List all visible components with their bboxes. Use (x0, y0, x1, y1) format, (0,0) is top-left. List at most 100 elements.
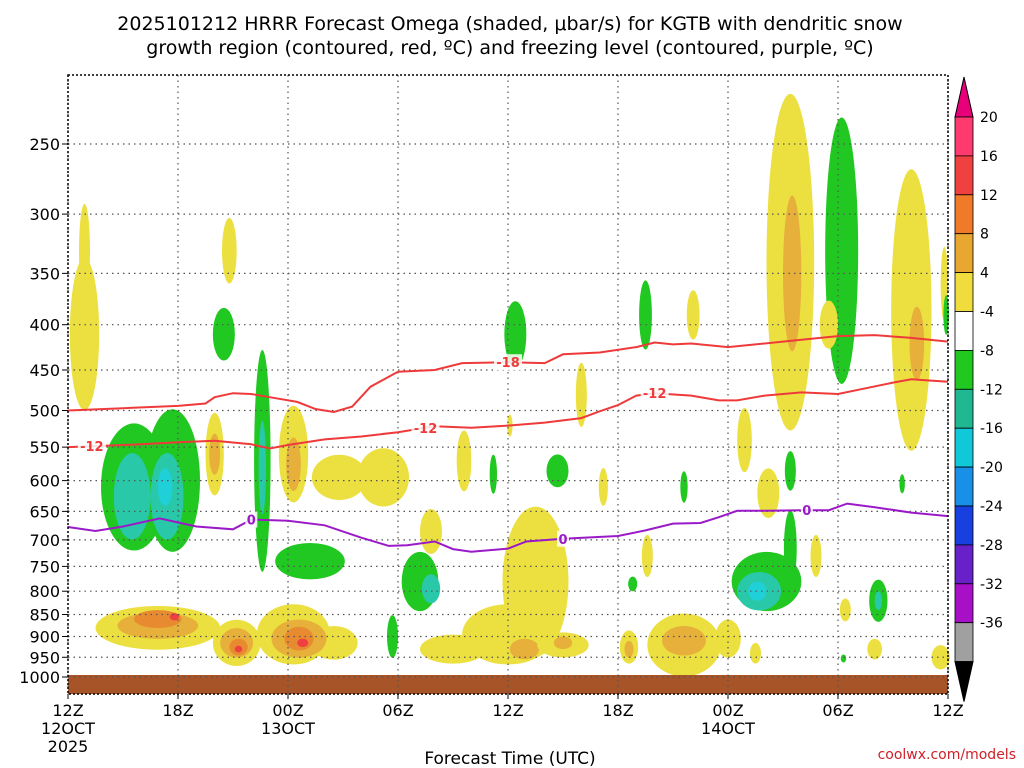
colorbar-label: 20 (980, 110, 998, 126)
x-tick-label: 2025 (48, 737, 89, 756)
freezing-label-1-bg (245, 511, 258, 528)
omega-shade-gold (509, 638, 540, 660)
omega-shade-yellow (757, 468, 780, 519)
colorbar-swatch (954, 233, 974, 273)
omega-shade-teal (421, 574, 441, 604)
dgz-lower-label-2: -12 (414, 422, 438, 437)
omega-shade-yellow (867, 638, 883, 660)
y-tick-label: 950 (29, 648, 60, 667)
omega-shade-cyan (157, 468, 173, 506)
colorbar-swatch (954, 272, 974, 312)
x-tick-label: 06Z (822, 701, 853, 720)
omega-shade-gold (909, 306, 925, 381)
colorbar-label: 4 (980, 266, 989, 282)
colorbar-swatch (954, 311, 974, 351)
plot-area: -18 -12 -12 -12 0 0 0 (67, 74, 950, 695)
colorbar-swatch (954, 466, 974, 507)
omega-shade-yellow (641, 534, 653, 578)
freezing-label-1: 0 (247, 514, 256, 529)
x-tick-label: 18Z (602, 701, 633, 720)
dgz-lower-label-3: -12 (643, 387, 667, 402)
colorbar-swatch (954, 544, 974, 585)
x-tick-label: 12Z (492, 701, 523, 720)
y-tick-label: 650 (29, 502, 60, 521)
dgz-lower-contour (67, 378, 949, 450)
freezing-label-2-bg (557, 530, 569, 547)
freezing-label-3: 0 (802, 504, 811, 519)
omega-shade-yellow (311, 454, 367, 501)
dgz-lower-label-2-bg (411, 419, 440, 436)
x-tick-label: 14OCT (701, 719, 755, 738)
y-tick-label: 250 (29, 135, 60, 154)
y-tick-label: 450 (29, 361, 60, 380)
colorbar-swatch (954, 388, 974, 429)
colorbar-label: -28 (980, 538, 1003, 554)
omega-shade-yellow (79, 203, 90, 298)
dgz-lower-label-1: -12 (80, 440, 104, 455)
omega-shade-yellow (357, 448, 410, 507)
x-tick-label: 12OCT (41, 719, 95, 738)
y-tick-label: 850 (29, 606, 60, 625)
omega-shade-green (489, 454, 498, 494)
omega-shade-green (899, 474, 905, 494)
colorbar-label: -16 (980, 421, 1003, 437)
colorbar-label: -36 (980, 616, 1003, 632)
y-tick-label: 400 (29, 316, 60, 335)
x-tick-label: 00Z (272, 701, 303, 720)
dgz-upper-label-bg (494, 354, 522, 371)
freezing-label-3-bg (800, 502, 813, 519)
omega-shade-yellow (810, 534, 822, 578)
omega-shade-teal (874, 591, 882, 611)
omega-shade-yellow (715, 619, 741, 658)
y-tick-label: 500 (29, 402, 60, 421)
colorbar-swatch (954, 427, 974, 468)
y-tick-label: 350 (29, 264, 60, 283)
y-tick-label: 550 (29, 438, 60, 457)
dgz-upper-contour (67, 334, 949, 414)
omega-shade-gold (624, 640, 634, 658)
chart-title-line-1: 2025101212 HRRR Forecast Omega (shaded, … (117, 13, 902, 35)
omega-shade-green (639, 280, 652, 350)
x-tick-label: 18Z (162, 701, 193, 720)
plot-frame (67, 74, 949, 695)
omega-shade-yellow (575, 362, 587, 427)
omega-shade-yellow (222, 218, 237, 284)
omega-shade-yellow (686, 290, 700, 340)
colorbar-label: 16 (980, 149, 998, 165)
y-tick-label: 900 (29, 627, 60, 646)
y-tick-label: 700 (29, 531, 60, 550)
ground-surface (68, 675, 948, 694)
omega-shade-gold (209, 433, 221, 475)
y-tick-label: 300 (29, 205, 60, 224)
colorbar-label: 12 (980, 188, 998, 204)
dgz-lower-label-3-bg (640, 385, 669, 402)
freezing-label-2: 0 (558, 533, 567, 548)
omega-shade-yellow (420, 509, 442, 555)
omega-shade-gold (553, 636, 573, 650)
credit-text: coolwx.com/models (878, 747, 1016, 763)
contour-lines: -18 -12 -12 -12 0 0 0 (67, 334, 949, 553)
omega-shade-red (234, 645, 243, 653)
dgz-upper-label: -18 (496, 356, 520, 371)
y-tick-label: 1000 (19, 668, 60, 687)
y-axis: 250 300 350 400 450 500 550 600 650 700 750 800 850 9… (19, 135, 68, 687)
omega-shade-red (169, 613, 179, 621)
omega-shade-yellow (750, 642, 761, 664)
colorbar-swatch (954, 583, 974, 624)
omega-shade-cyan (748, 581, 767, 601)
y-tick-label: 800 (29, 582, 60, 601)
y-tick-label: 750 (29, 557, 60, 576)
omega-shade-yellow (737, 407, 752, 473)
omega-shade-gold (286, 437, 301, 492)
dgz-lower-label-1-bg (77, 438, 106, 455)
omega-shade-green (212, 307, 235, 361)
colorbar-label: -24 (980, 499, 1003, 515)
colorbar-swatch (954, 116, 974, 157)
omega-shade-gold (783, 195, 802, 352)
omega-shade-red (297, 638, 309, 648)
omega-shade-teal (258, 420, 267, 515)
x-axis-label: Forecast Time (UTC) (424, 749, 595, 768)
omega-shade-teal (113, 453, 151, 540)
omega-shade-green (784, 451, 796, 491)
x-tick-label: 00Z (712, 701, 743, 720)
